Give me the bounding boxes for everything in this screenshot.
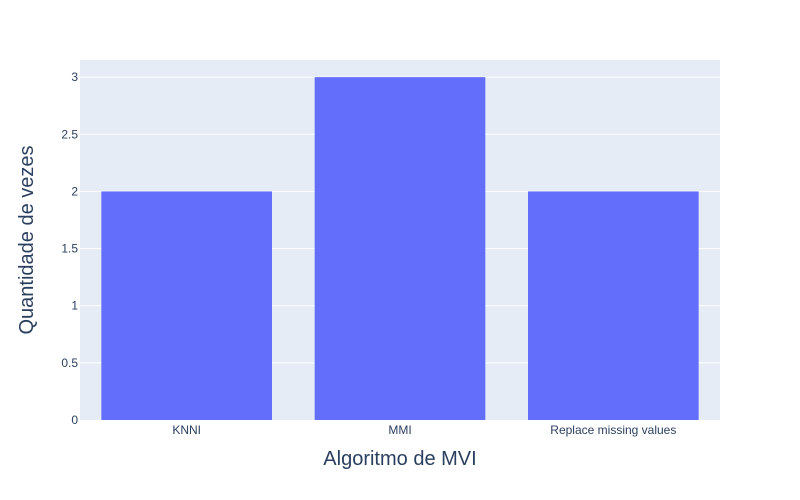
y-axis-title: Quantidade de vezes bbox=[16, 145, 38, 334]
bar-mmi bbox=[314, 77, 486, 421]
x-tick-label: KNNI bbox=[172, 423, 201, 437]
y-tick-label: 2 bbox=[71, 184, 78, 198]
y-tick-label: 1.5 bbox=[61, 242, 78, 256]
y-tick-label: 1 bbox=[71, 299, 78, 313]
y-tick-label: 3 bbox=[71, 70, 78, 84]
x-tick-label: MMI bbox=[388, 423, 411, 437]
x-axis-title: Algoritmo de MVI bbox=[323, 448, 476, 470]
y-tick-label: 0 bbox=[71, 413, 78, 427]
bar-knni bbox=[101, 191, 272, 420]
bar-replace-missing-values bbox=[528, 191, 699, 420]
bars bbox=[101, 77, 699, 421]
y-tick-labels: 0 0.5 1 1.5 2 2.5 3 bbox=[61, 70, 78, 427]
x-tick-label: Replace missing values bbox=[550, 423, 676, 437]
y-tick-label: 2.5 bbox=[61, 127, 78, 141]
y-tick-label: 0.5 bbox=[61, 356, 78, 370]
x-tick-labels: KNNI MMI Replace missing values bbox=[172, 423, 676, 437]
